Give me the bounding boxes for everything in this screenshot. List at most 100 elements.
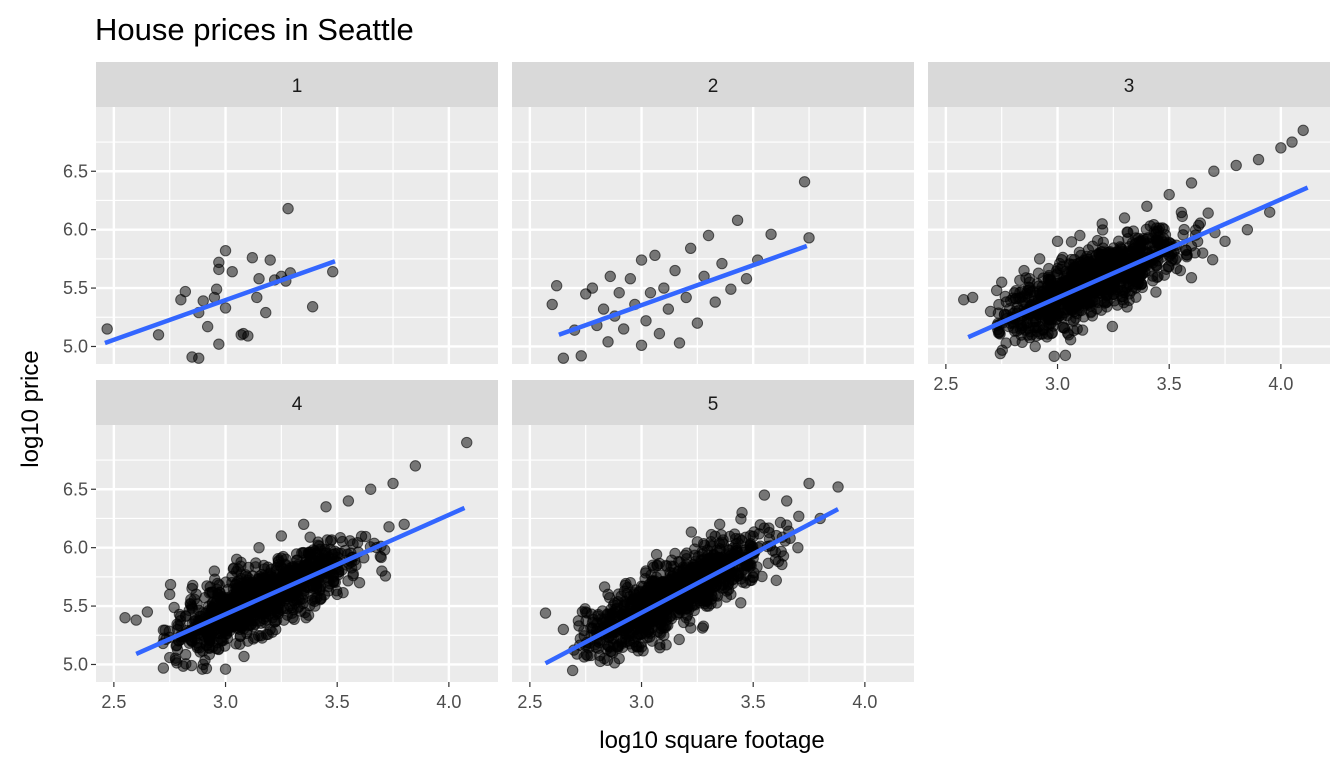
- data-point: [587, 613, 599, 626]
- data-point: [197, 658, 209, 671]
- data-point: [685, 526, 698, 538]
- data-point: [295, 605, 307, 617]
- data-point: [1023, 272, 1036, 285]
- data-point: [193, 352, 205, 364]
- data-point: [765, 228, 777, 241]
- data-point: [731, 214, 744, 227]
- facet-strip: [96, 380, 498, 425]
- data-point: [265, 563, 277, 576]
- data-point: [306, 301, 319, 313]
- facet-marks: [539, 477, 844, 677]
- data-point: [1119, 286, 1131, 299]
- data-point: [1153, 222, 1166, 234]
- data-point: [781, 495, 793, 507]
- data-point: [604, 270, 616, 283]
- data-point: [1080, 259, 1092, 271]
- data-point: [1101, 301, 1113, 313]
- data-point: [602, 588, 614, 601]
- data-point: [119, 612, 131, 624]
- x-tick-label: 3.0: [629, 692, 654, 712]
- data-point: [251, 291, 263, 304]
- data-point: [219, 663, 232, 675]
- data-point: [994, 347, 1007, 360]
- facet-strip: [512, 380, 914, 425]
- data-point: [632, 597, 644, 610]
- data-point: [618, 585, 631, 597]
- data-point: [157, 662, 170, 674]
- data-point: [213, 338, 225, 350]
- data-point: [259, 605, 271, 617]
- data-point: [611, 641, 624, 653]
- data-point: [1016, 336, 1028, 349]
- data-point: [695, 559, 708, 571]
- y-tick-label: 5.5: [63, 278, 88, 298]
- x-tick-label: 3.0: [1045, 374, 1070, 394]
- data-point: [754, 519, 766, 531]
- data-point: [301, 558, 314, 570]
- data-point: [717, 579, 729, 591]
- data-point: [660, 619, 672, 632]
- data-point: [680, 612, 692, 624]
- data-point: [617, 323, 630, 335]
- data-point: [702, 229, 715, 242]
- data-point: [1033, 321, 1045, 333]
- fit-line: [967, 185, 1309, 340]
- data-point: [740, 273, 753, 285]
- x-axis-title: log10 square footage: [599, 727, 825, 754]
- data-point: [260, 306, 272, 319]
- data-point: [715, 529, 727, 541]
- data-point: [640, 315, 652, 327]
- data-point: [990, 284, 1003, 297]
- data-point: [253, 273, 265, 285]
- data-point: [331, 588, 343, 601]
- y-tick-label: 6.5: [63, 161, 88, 181]
- data-point: [1096, 218, 1108, 230]
- data-point: [658, 282, 670, 294]
- x-tick-label: 2.5: [933, 374, 958, 394]
- fit-line: [104, 259, 336, 346]
- data-point: [702, 600, 715, 612]
- data-point: [255, 617, 267, 629]
- data-point: [264, 623, 276, 636]
- data-point: [213, 256, 225, 269]
- data-point: [792, 541, 804, 554]
- facet-strip-label: 5: [708, 394, 719, 415]
- data-point: [365, 483, 377, 495]
- data-point: [680, 569, 693, 582]
- data-point: [793, 510, 805, 522]
- data-point: [398, 518, 410, 530]
- data-point: [730, 538, 742, 550]
- data-point: [238, 650, 250, 663]
- data-point: [326, 534, 338, 546]
- data-point: [1275, 142, 1287, 154]
- data-point: [1208, 165, 1220, 177]
- data-point: [282, 202, 294, 215]
- data-point: [744, 540, 756, 553]
- data-point: [286, 612, 299, 624]
- data-point: [696, 622, 709, 634]
- data-point: [226, 570, 238, 583]
- data-point: [1074, 229, 1086, 242]
- data-point: [832, 481, 844, 493]
- data-point: [353, 577, 366, 589]
- data-point: [662, 303, 675, 315]
- data-point: [1107, 288, 1120, 300]
- data-point: [231, 622, 243, 634]
- data-point: [691, 317, 704, 329]
- data-point: [770, 574, 782, 587]
- data-point: [996, 276, 1008, 288]
- data-point: [611, 610, 623, 623]
- x-tick-label: 3.5: [741, 692, 766, 712]
- data-point: [1286, 136, 1298, 148]
- data-point: [1048, 350, 1060, 363]
- data-point: [298, 518, 310, 530]
- data-point: [1150, 286, 1162, 298]
- data-point: [714, 518, 726, 530]
- facet-marks: [958, 124, 1309, 363]
- data-point: [701, 544, 714, 556]
- data-point: [1064, 259, 1077, 271]
- data-point: [303, 581, 315, 594]
- data-point: [748, 526, 760, 538]
- y-tick-label: 6.5: [63, 479, 88, 499]
- data-point: [1106, 320, 1119, 333]
